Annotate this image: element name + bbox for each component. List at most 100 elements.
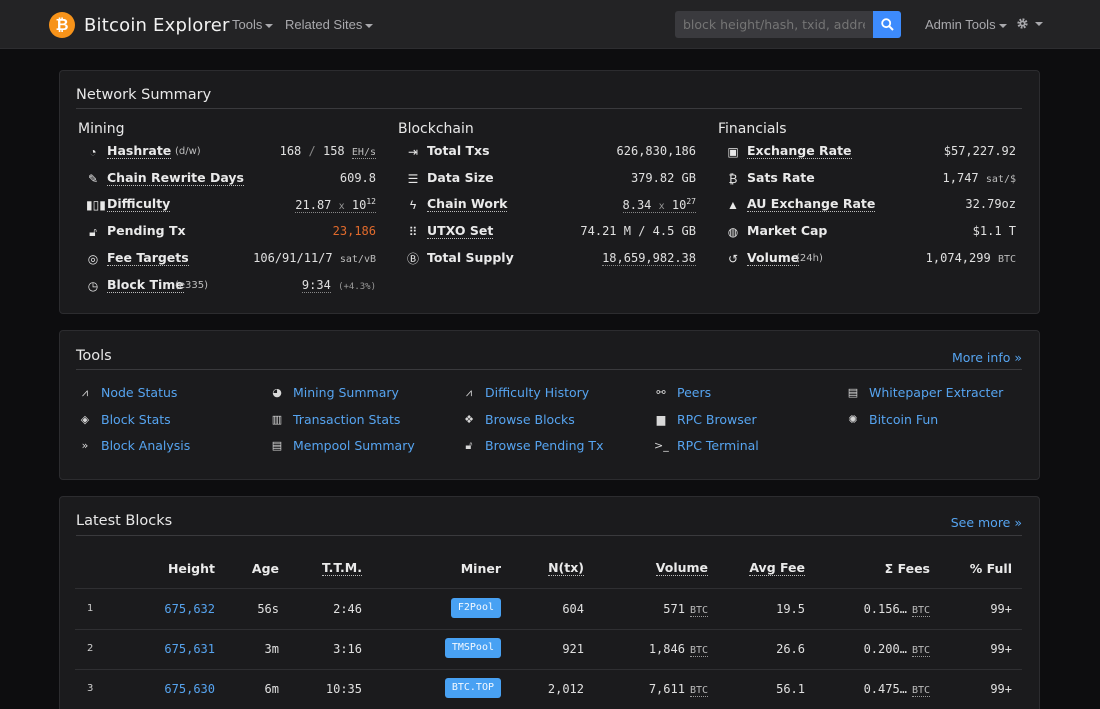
market-cap-row: ◍ Market Cap $1.1 T	[726, 223, 1016, 243]
exchange-row: ▣ Exchange Rate $57,227.92	[726, 143, 1016, 163]
rewrite-label[interactable]: Chain Rewrite Days	[107, 170, 244, 186]
admin-tools-menu[interactable]: Admin Tools	[925, 17, 1007, 32]
volume-unit[interactable]: BTC	[689, 605, 708, 617]
market-cap-label: Market Cap	[747, 223, 828, 238]
search-input[interactable]	[675, 11, 873, 38]
block-ntx: 921	[562, 642, 584, 656]
hashrate-unit[interactable]: EH/s	[351, 147, 376, 159]
search-button[interactable]	[873, 11, 901, 38]
chain-work-value[interactable]: 8.34 x 1027	[622, 197, 696, 213]
fees-unit[interactable]: BTC	[911, 645, 930, 657]
caret-down-icon	[365, 23, 374, 28]
difficulty-exp: 12	[366, 197, 376, 206]
block-height-link[interactable]: 675,632	[164, 602, 215, 616]
lock-open-icon: 🔓︎	[89, 225, 97, 239]
network-summary-card: Network Summary Mining ◔ Hashrate (d/w) …	[59, 70, 1040, 314]
related-sites-menu[interactable]: Related Sites	[285, 17, 374, 32]
tool-label: Node Status	[101, 385, 178, 400]
volume-sub: (24h)	[796, 253, 823, 264]
fee-targets-label[interactable]: Fee Targets	[107, 250, 189, 266]
block-percent-full: 99+	[990, 642, 1012, 656]
settings-menu[interactable]	[1016, 15, 1043, 30]
chain-work-row: ϟ Chain Work 8.34 x 1027	[406, 196, 696, 216]
search-icon	[880, 18, 894, 31]
financials-section: Financials ▣ Exchange Rate $57,227.92 ₿ …	[716, 121, 1021, 266]
volume-label[interactable]: Volume	[747, 250, 800, 266]
header-ntx[interactable]: N(tx)	[548, 560, 584, 576]
tool-label: Transaction Stats	[293, 412, 401, 427]
tool-label: Browse Pending Tx	[485, 438, 604, 453]
volume-value: 1,074,299 BTC	[926, 251, 1016, 265]
volume-unit[interactable]: BTC	[689, 685, 708, 697]
double-chevron-icon: »	[81, 439, 89, 452]
fees-unit[interactable]: BTC	[911, 605, 930, 617]
block-ttm: 2:46	[333, 602, 362, 616]
dashboard-icon: ◔	[89, 145, 97, 159]
fees-number: 0.156…	[863, 602, 907, 616]
edit-icon: ✎	[87, 172, 99, 186]
book-icon: ▆	[656, 413, 666, 426]
divider	[76, 108, 1022, 109]
difficulty-value[interactable]: 21.87 x 1012	[295, 197, 376, 213]
see-more-link[interactable]: See more »	[950, 515, 1022, 530]
fee-targets-row: ◎ Fee Targets 106/91/11/7 sat/vB	[86, 250, 376, 270]
exchange-label[interactable]: Exchange Rate	[747, 143, 852, 159]
total-txs-row: ⇥ Total Txs 626,830,186	[406, 143, 696, 163]
block-percent-full: 99+	[990, 682, 1012, 696]
miner-badge[interactable]: BTC.TOP	[444, 678, 501, 698]
target-icon: ◎	[87, 252, 99, 266]
miner-badge[interactable]: TMSPool	[444, 638, 501, 658]
utxo-label[interactable]: UTXO Set	[427, 223, 494, 239]
tool-label: RPC Terminal	[677, 438, 759, 453]
volume-unit[interactable]: BTC	[689, 645, 708, 657]
header-volume[interactable]: Volume	[655, 560, 708, 576]
block-ttm: 10:35	[325, 682, 362, 696]
block-avg-fee: 19.5	[776, 602, 805, 616]
block-percent-full: 99+	[990, 602, 1012, 616]
block-height-link[interactable]: 675,630	[164, 682, 215, 696]
chain-work-label[interactable]: Chain Work	[427, 196, 508, 212]
difficulty-label[interactable]: Difficulty	[107, 196, 171, 212]
header-avg-fee[interactable]: Avg Fee	[749, 560, 805, 576]
caret-down-icon	[998, 23, 1007, 28]
supply-value[interactable]: 18,659,982.38	[602, 251, 696, 266]
pending-row: 🔓︎ Pending Tx 23,186	[86, 223, 376, 243]
block-time-delta: (+4.3%)	[338, 282, 376, 292]
header-ttm[interactable]: T.T.M.	[322, 560, 362, 576]
block-time-label[interactable]: Block Time	[107, 277, 184, 293]
fee-targets-value: 106/91/11/7 sat/vB	[253, 251, 376, 265]
hashrate-label[interactable]: Hashrate	[107, 143, 172, 159]
tools-menu[interactable]: Tools	[232, 17, 274, 32]
au-label[interactable]: AU Exchange Rate	[747, 196, 876, 212]
bitcoin-coin-icon: Ⓑ	[406, 252, 419, 266]
layers-icon: ◈	[80, 413, 90, 426]
volume-number: 7,611	[648, 682, 685, 696]
tool-label: Bitcoin Fun	[869, 412, 939, 427]
rewrite-value: 609.8	[339, 171, 376, 185]
mining-heading: Mining	[78, 121, 125, 137]
fees-number: 0.475…	[863, 682, 907, 696]
fees-unit[interactable]: BTC	[911, 685, 930, 697]
tool-label: Mining Summary	[293, 385, 399, 400]
volume-number: 1,846	[648, 642, 685, 656]
difficulty-row: ▮▯▮ Difficulty 21.87 x 1012	[86, 196, 376, 216]
header-miner: Miner	[460, 561, 501, 576]
more-info-link[interactable]: More info »	[951, 350, 1022, 365]
row-index: 3	[87, 683, 94, 694]
brand-link[interactable]: ₿ Bitcoin Explorer	[49, 12, 230, 38]
cubes-icon: ❖	[464, 413, 474, 426]
sitemap-icon: ⚯	[656, 386, 666, 399]
unlock-icon: 🔓︎	[465, 439, 473, 452]
row-index: 1	[87, 603, 94, 614]
block-height-link[interactable]: 675,631	[164, 642, 215, 656]
hashrate-week: 158	[322, 144, 345, 158]
volume-row: ↺ Volume (24h) 1,074,299 BTC	[726, 250, 1016, 270]
caret-down-icon	[1035, 21, 1043, 26]
chain-work-mantissa: 8.34	[622, 198, 652, 212]
block-time-number[interactable]: 9:34	[301, 278, 331, 293]
block-time-sub: (e335)	[175, 280, 209, 291]
miner-badge[interactable]: F2Pool	[450, 598, 501, 618]
tools-title: Tools	[76, 348, 112, 364]
block-volume: 1,846 BTC	[648, 642, 708, 657]
header-sum-fees: Σ Fees	[884, 561, 930, 576]
